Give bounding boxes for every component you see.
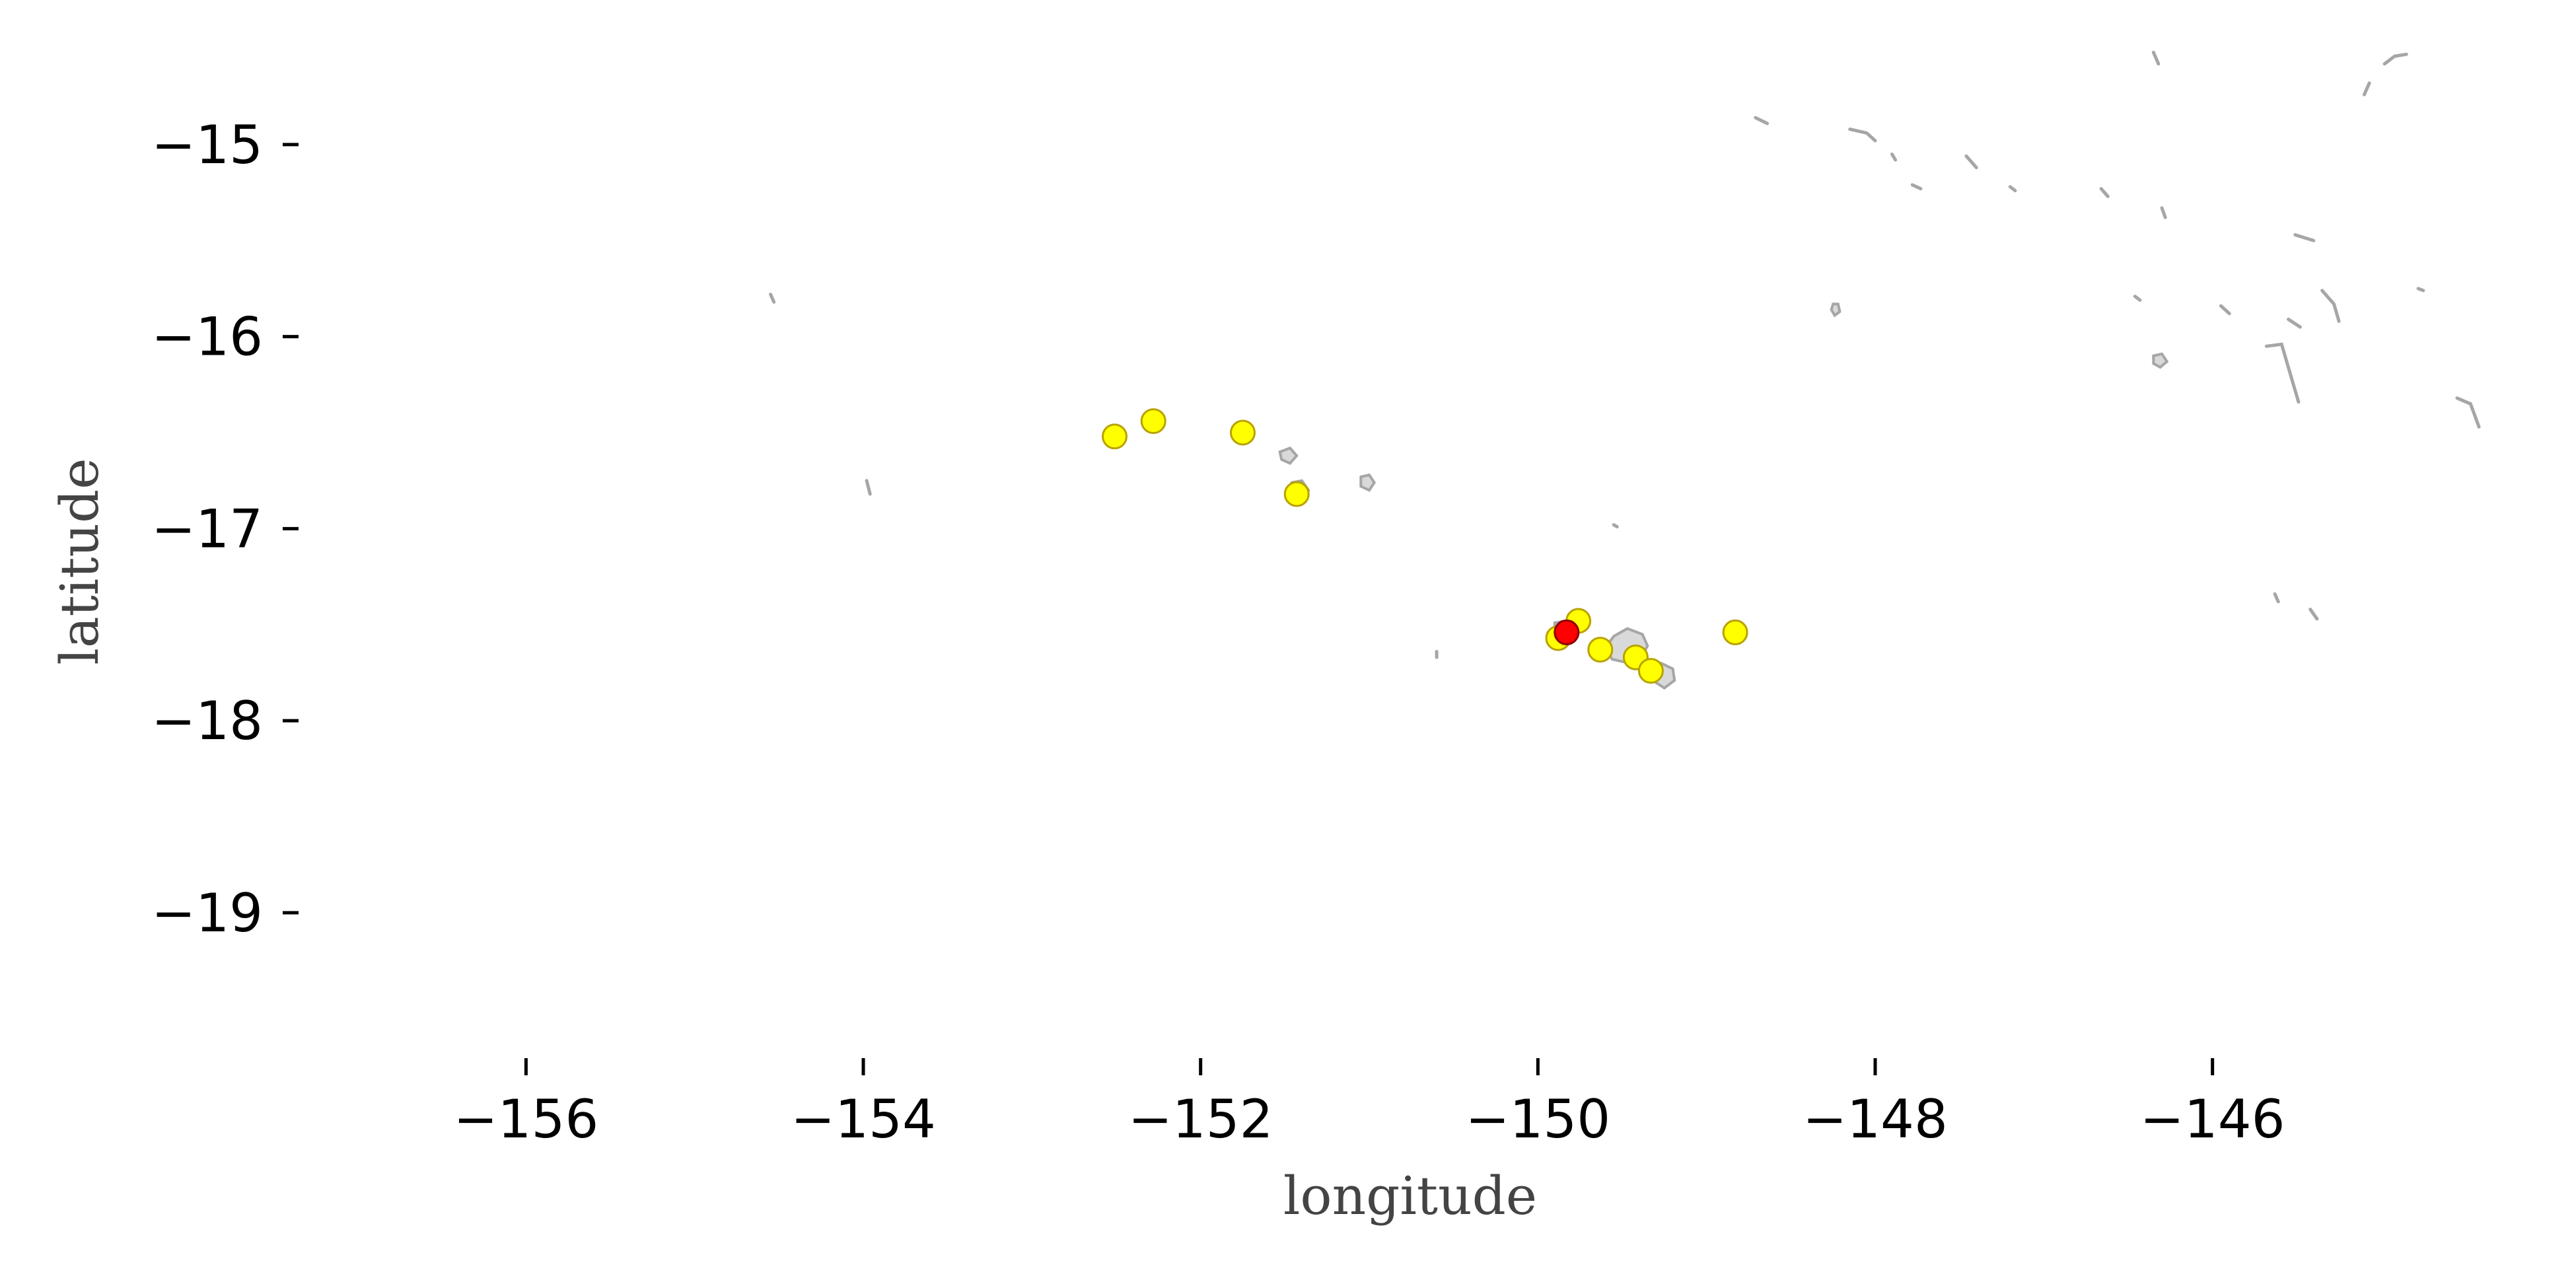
x-tick-label: −156 (454, 1089, 599, 1150)
points-layer (1102, 408, 1748, 684)
reef-line (2273, 592, 2280, 604)
y-tick-label: −17 (151, 498, 263, 559)
reef-line (2008, 185, 2017, 193)
x-axis: −156 −154 −152 −150 −148 −146 (454, 1058, 2285, 1150)
island-shape (1278, 446, 1299, 465)
reef-line (2308, 608, 2319, 621)
yellow-marker (1722, 619, 1748, 645)
island-shape (1359, 473, 1377, 492)
reef-line (2416, 287, 2425, 293)
reef-line (2293, 233, 2316, 242)
reef-line (2382, 52, 2408, 66)
reef-line (1754, 116, 1770, 125)
y-axis: −15 −16 −17 −18 −19 (151, 114, 299, 944)
y-tick-label: −16 (151, 306, 263, 368)
x-axis-title: longitude (1283, 1165, 1537, 1227)
x-tick-label: −146 (2140, 1089, 2285, 1150)
island-shape (2152, 352, 2169, 369)
reef-line (2455, 396, 2481, 429)
reef-line (865, 479, 872, 496)
reef-line (1890, 152, 1898, 162)
yellow-marker (1230, 419, 1256, 446)
reef-line (2320, 289, 2341, 323)
reef-line (2287, 317, 2302, 329)
reef-line (1910, 183, 1923, 191)
yellow-marker (1102, 423, 1127, 450)
reef-line (2099, 187, 2110, 198)
reef-line (2160, 206, 2167, 219)
reef-line (2264, 342, 2301, 404)
x-tick-label: −154 (791, 1089, 936, 1150)
reef-line (2219, 304, 2231, 316)
yellow-marker (1637, 658, 1664, 684)
red-marker (1554, 619, 1580, 645)
land-layer (769, 50, 2481, 690)
reef-line (1964, 154, 1978, 170)
island-shape (1830, 303, 1842, 318)
reef-line (1612, 523, 1619, 528)
x-tick-label: −148 (1803, 1089, 1948, 1150)
reef-line (1848, 127, 1877, 143)
x-tick-label: −150 (1465, 1089, 1610, 1150)
reef-line (2151, 50, 2161, 66)
yellow-marker (1587, 637, 1614, 663)
reef-line (2133, 295, 2142, 302)
y-axis-title: latitude (49, 458, 110, 664)
y-tick-label: −18 (151, 690, 263, 752)
y-tick-label: −19 (151, 882, 263, 944)
reef-line (769, 293, 776, 304)
yellow-marker (1140, 408, 1166, 435)
reef-line (2362, 81, 2371, 96)
x-tick-label: −152 (1128, 1089, 1273, 1150)
y-tick-label: −15 (151, 114, 263, 176)
yellow-marker (1283, 481, 1310, 507)
